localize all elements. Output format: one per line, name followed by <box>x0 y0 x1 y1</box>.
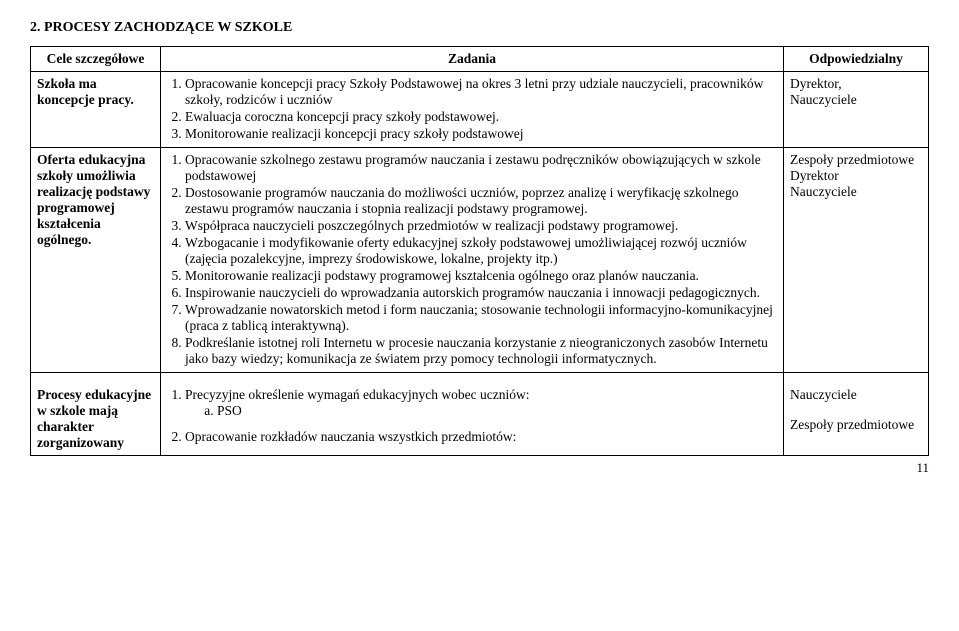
row-2-goal-text: Oferta edukacyjna szkoły umożliwia reali… <box>37 152 150 247</box>
row-2-goal: Oferta edukacyjna szkoły umożliwia reali… <box>31 148 161 373</box>
r2-task-7: Wprowadzanie nowatorskich metod i form n… <box>185 302 777 334</box>
r1-task-2: Ewaluacja coroczna koncepcji pracy szkoł… <box>185 109 777 125</box>
r1-resp-2: Nauczyciele <box>790 92 922 108</box>
r2-task-8: Podkreślanie istotnej roli Internetu w p… <box>185 335 777 367</box>
r2-task-2: Dostosowanie programów nauczania do możl… <box>185 185 777 217</box>
row-2: Oferta edukacyjna szkoły umożliwia reali… <box>31 148 929 373</box>
main-table: Cele szczegółowe Zadania Odpowiedzialny … <box>30 46 929 456</box>
row-2-tasks: Opracowanie szkolnego zestawu programów … <box>161 148 784 373</box>
r3-task-1: Precyzyjne określenie wymagań edukacyjny… <box>185 387 777 428</box>
header-col3: Odpowiedzialny <box>784 47 929 72</box>
r1-resp-1: Dyrektor, <box>790 76 922 92</box>
row-1-goal-text: Szkoła ma koncepcje pracy. <box>37 76 134 107</box>
header-col1: Cele szczegółowe <box>31 47 161 72</box>
row-1-tasks: Opracowanie koncepcji pracy Szkoły Podst… <box>161 72 784 148</box>
r2-resp-2: Dyrektor <box>790 168 922 184</box>
r3-task-1a: PSO <box>217 403 777 419</box>
page-number: 11 <box>30 460 929 476</box>
r2-task-1: Opracowanie szkolnego zestawu programów … <box>185 152 777 184</box>
r3-resp-1: Nauczyciele <box>790 387 922 403</box>
r2-task-4: Wzbogacanie i modyfikowanie oferty eduka… <box>185 235 777 267</box>
row-3-resp: Nauczyciele Zespoły przedmiotowe <box>784 373 929 456</box>
r2-task-5: Monitorowanie realizacji podstawy progra… <box>185 268 777 284</box>
row-2-resp: Zespoły przedmiotowe Dyrektor Nauczyciel… <box>784 148 929 373</box>
r2-resp-3: Nauczyciele <box>790 184 922 200</box>
row-3-goal: Procesy edukacyjne w szkole mają charakt… <box>31 373 161 456</box>
row-1-resp: Dyrektor, Nauczyciele <box>784 72 929 148</box>
row-3-goal-text: Procesy edukacyjne w szkole mają charakt… <box>37 387 151 450</box>
row-3-tasks: Precyzyjne określenie wymagań edukacyjny… <box>161 373 784 456</box>
r2-task-3: Współpraca nauczycieli poszczególnych pr… <box>185 218 777 234</box>
row-3: Procesy edukacyjne w szkole mają charakt… <box>31 373 929 456</box>
header-row: Cele szczegółowe Zadania Odpowiedzialny <box>31 47 929 72</box>
section-title: 2. PROCESY ZACHODZĄCE W SZKOLE <box>30 20 929 36</box>
row-1: Szkoła ma koncepcje pracy. Opracowanie k… <box>31 72 929 148</box>
row-1-goal: Szkoła ma koncepcje pracy. <box>31 72 161 148</box>
r3-resp-spacer <box>790 403 922 417</box>
r3-resp-3: Zespoły przedmiotowe <box>790 417 922 433</box>
r3-task-2: Opracowanie rozkładów nauczania wszystki… <box>185 429 777 445</box>
r1-task-1: Opracowanie koncepcji pracy Szkoły Podst… <box>185 76 777 108</box>
r3-task-1-text: Precyzyjne określenie wymagań edukacyjny… <box>185 387 530 402</box>
r2-task-6: Inspirowanie nauczycieli do wprowadzania… <box>185 285 777 301</box>
r1-task-3: Monitorowanie realizacji koncepcji pracy… <box>185 126 777 142</box>
r2-resp-1: Zespoły przedmiotowe <box>790 152 922 168</box>
header-col2: Zadania <box>161 47 784 72</box>
